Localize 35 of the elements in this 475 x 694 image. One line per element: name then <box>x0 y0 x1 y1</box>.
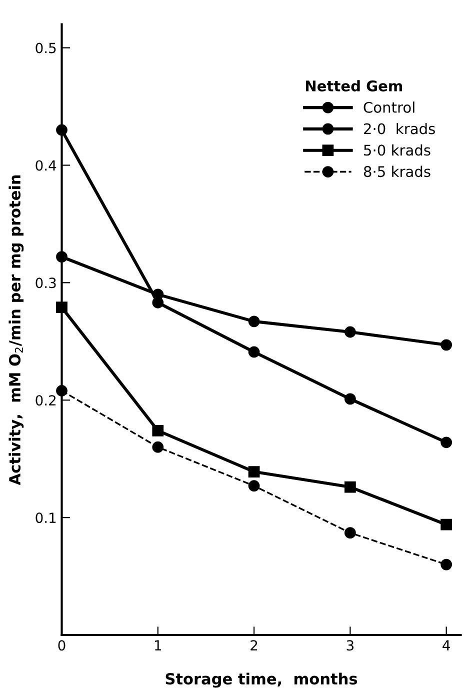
legend-label: 5·0 krads <box>364 144 430 156</box>
legend-label: Control <box>364 102 414 113</box>
point <box>344 393 356 405</box>
point <box>56 302 68 314</box>
point <box>56 385 68 396</box>
x-tick-label: 0 <box>58 640 66 651</box>
point <box>344 481 356 493</box>
y-tick-label: 0.5 <box>36 42 56 54</box>
point <box>248 346 260 358</box>
point <box>440 436 452 448</box>
point <box>344 527 356 539</box>
point <box>248 480 260 492</box>
point <box>248 316 260 328</box>
legend-label: 2·0 krads <box>364 122 435 134</box>
y-axis-title: Activity, mM O$_{2}$/min per mg protein <box>8 175 24 486</box>
x-axis-title: Storage time, months <box>166 672 358 688</box>
x-tick-label: 2 <box>250 640 258 650</box>
point <box>440 558 452 570</box>
point <box>56 124 68 136</box>
point <box>440 518 452 530</box>
x-tick-label: 3 <box>346 640 354 651</box>
y-tick-label: 0.3 <box>36 278 56 288</box>
legend-title: Netted Gem <box>306 80 402 92</box>
point <box>152 441 164 453</box>
point <box>344 326 356 338</box>
y-tick-label: 0.4 <box>36 160 56 171</box>
y-tick-label: 0.2 <box>36 395 56 406</box>
point <box>440 339 452 351</box>
point <box>152 424 164 436</box>
point <box>56 251 68 263</box>
x-tick-label: 1 <box>155 640 162 650</box>
legend-label: 8·5 krads <box>364 166 430 178</box>
x-tick-label: 4 <box>442 640 450 650</box>
point <box>248 466 260 478</box>
y-tick-label: 0.1 <box>36 512 56 524</box>
